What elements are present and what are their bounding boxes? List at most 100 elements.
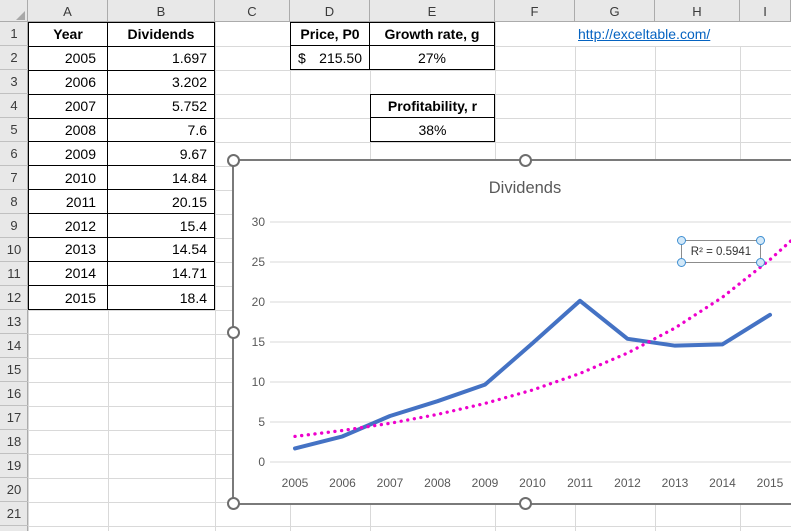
row-header-6[interactable]: 6: [0, 142, 28, 166]
x-axis-tick-label: 2007: [377, 476, 404, 490]
column-header-A[interactable]: A: [28, 0, 108, 22]
chart-border-bottom: [232, 503, 791, 505]
currency-symbol: $: [298, 49, 306, 66]
select-all-corner[interactable]: [0, 0, 28, 22]
selection-handle-icon[interactable]: [677, 236, 686, 245]
column-header-E[interactable]: E: [370, 0, 495, 22]
selection-handle-icon[interactable]: [756, 236, 765, 245]
dividends-series-line[interactable]: [293, 298, 772, 451]
dividend-cell[interactable]: 9.67: [108, 142, 214, 167]
select-all-icon: [16, 11, 25, 20]
row-header-4[interactable]: 4: [0, 94, 28, 118]
dividend-cell[interactable]: 18.4: [179, 289, 207, 306]
price-label-cell[interactable]: Price, P0: [291, 23, 370, 46]
dividend-cell[interactable]: 14.71: [108, 262, 214, 286]
row-header-21[interactable]: 21: [0, 502, 28, 526]
profitability-block: Profitability, r 38%: [370, 94, 495, 142]
x-axis-tick-label: 2005: [282, 476, 309, 490]
row-header-8[interactable]: 8: [0, 190, 28, 214]
year-cell[interactable]: 2006: [29, 70, 108, 95]
chart-selection-handle-icon[interactable]: [226, 153, 240, 167]
chart-selection-handle-icon[interactable]: [226, 325, 240, 339]
column-header-C[interactable]: C: [215, 0, 290, 22]
dividend-cell[interactable]: 14.54: [108, 238, 214, 262]
x-axis-tick-label: 2013: [662, 476, 689, 490]
selection-handle-icon[interactable]: [756, 258, 765, 267]
year-cell[interactable]: 2013: [29, 238, 108, 262]
exceltable-link[interactable]: http://exceltable.com/: [578, 26, 711, 42]
row-header-15[interactable]: 15: [0, 358, 28, 382]
profitability-label-cell[interactable]: Profitability, r: [371, 95, 494, 118]
x-axis-tick-label: 2014: [709, 476, 736, 490]
row-header-10[interactable]: 10: [0, 238, 28, 262]
row-header-5[interactable]: 5: [0, 118, 28, 142]
y-axis-tick-label: 0: [258, 455, 265, 469]
year-cell[interactable]: 2007: [29, 94, 108, 119]
year-cell[interactable]: 2012: [29, 214, 108, 239]
y-axis-tick-label: 15: [252, 335, 266, 349]
year-header-cell[interactable]: Year: [29, 23, 108, 47]
dividends-chart[interactable]: 0 5 10 15 20 25 30 2005 2006 2007 2008 2009 2010 2011…: [233, 160, 791, 503]
row-header-20[interactable]: 20: [0, 478, 28, 502]
dividend-cell[interactable]: 3.202: [108, 71, 214, 95]
profitability-value-cell[interactable]: 38%: [418, 121, 447, 138]
year-cell[interactable]: 2010: [29, 166, 108, 191]
selection-handle-icon[interactable]: [677, 258, 686, 267]
row-header-19[interactable]: 19: [0, 454, 28, 478]
growth-label-cell[interactable]: Growth rate, g: [370, 23, 494, 46]
dividend-cell[interactable]: 7.6: [108, 119, 214, 143]
year-cell[interactable]: 2014: [29, 261, 108, 286]
year-cell[interactable]: 2015: [29, 285, 108, 310]
r-squared-label[interactable]: R² = 0.5941: [677, 236, 765, 267]
price-value-cell[interactable]: $ 215.50: [291, 46, 370, 69]
chart-title[interactable]: Dividends: [489, 179, 561, 197]
hyperlink-cell: http://exceltable.com/: [575, 22, 751, 46]
chart-selection-handle-icon[interactable]: [518, 153, 532, 167]
row-header-13[interactable]: 13: [0, 310, 28, 334]
year-cell[interactable]: 2009: [29, 142, 108, 167]
row-header-11[interactable]: 11: [0, 262, 28, 286]
row-header-14[interactable]: 14: [0, 334, 28, 358]
chart-selection-handle-icon[interactable]: [226, 496, 240, 510]
column-header-D[interactable]: D: [290, 0, 370, 22]
row-header-16[interactable]: 16: [0, 382, 28, 406]
row-headers: 1 2 3 4 5 6 7 8 9 10 11 12 13 14 15 16 17 18 19 20 21: [0, 22, 28, 531]
column-header-F[interactable]: F: [495, 0, 575, 22]
row-header-1[interactable]: 1: [0, 22, 28, 46]
row-header-18[interactable]: 18: [0, 430, 28, 454]
y-axis-tick-label: 30: [252, 215, 266, 229]
y-axis-tick-label: 20: [252, 295, 266, 309]
y-axis-tick-label: 25: [252, 255, 266, 269]
x-axis-tick-label: 2009: [472, 476, 499, 490]
y-axis-tick-label: 10: [252, 375, 266, 389]
dividends-table: Year Dividends 2005 1.697 2006 3.202 2007 5.752…: [28, 22, 215, 310]
dividend-cell[interactable]: 15.4: [108, 214, 214, 239]
column-header-H[interactable]: H: [655, 0, 740, 22]
row-header-12[interactable]: 12: [0, 286, 28, 310]
year-cell[interactable]: 2011: [29, 190, 108, 215]
row-header-7[interactable]: 7: [0, 166, 28, 190]
column-header-I[interactable]: I: [740, 0, 791, 22]
price-growth-block: Price, P0 Growth rate, g $ 215.50 27%: [290, 22, 495, 70]
price-value: 215.50: [319, 49, 362, 66]
dividends-header-cell[interactable]: Dividends: [108, 23, 214, 47]
row-header-17[interactable]: 17: [0, 406, 28, 430]
year-cell[interactable]: 2008: [29, 118, 108, 143]
trendline[interactable]: [293, 238, 791, 439]
column-header-B[interactable]: B: [108, 0, 215, 22]
column-header-G[interactable]: G: [575, 0, 655, 22]
dividend-cell[interactable]: 20.15: [108, 190, 214, 215]
dividend-cell[interactable]: 5.752: [108, 95, 214, 119]
chart-border-top: [232, 159, 791, 161]
dividend-cell[interactable]: 14.84: [108, 166, 214, 191]
row-header-9[interactable]: 9: [0, 214, 28, 238]
chart-plot-area: 0 5 10 15 20 25 30 2005 2006 2007 2008 2009 2010 2011…: [252, 179, 791, 490]
growth-value-cell[interactable]: 27%: [417, 49, 447, 66]
x-axis-tick-label: 2010: [519, 476, 546, 490]
row-header-2[interactable]: 2: [0, 46, 28, 70]
r-squared-text: R² = 0.5941: [690, 245, 752, 258]
row-header-3[interactable]: 3: [0, 70, 28, 94]
year-cell[interactable]: 2005: [29, 46, 108, 71]
chart-selection-handle-icon[interactable]: [518, 496, 532, 510]
dividend-cell[interactable]: 1.697: [108, 47, 214, 71]
